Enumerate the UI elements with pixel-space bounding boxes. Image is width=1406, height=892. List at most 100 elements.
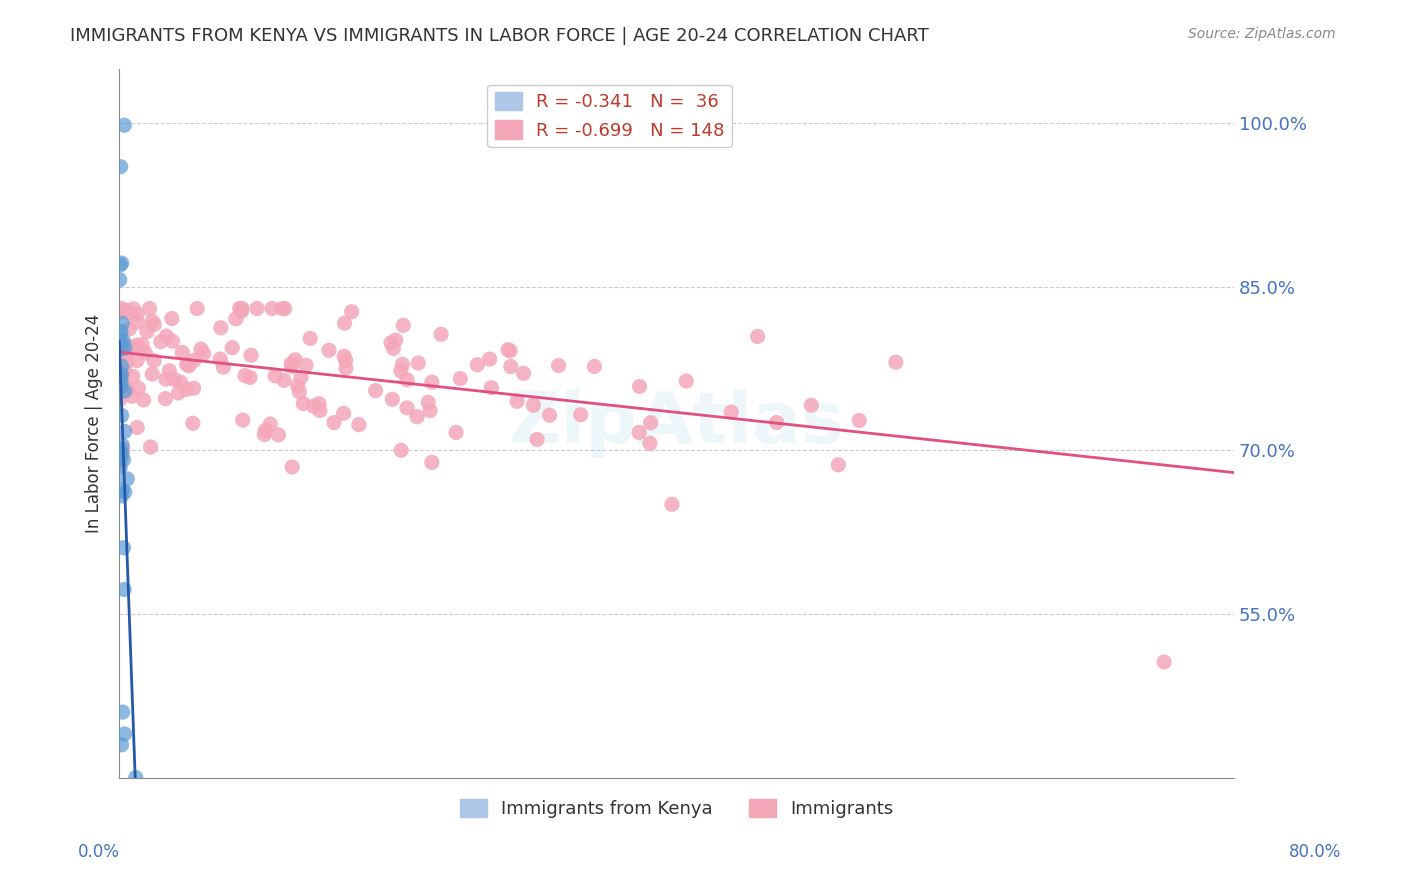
Point	[212, 360, 235, 375]
Point	[347, 417, 370, 432]
Point	[110, 375, 132, 389]
Point	[112, 118, 135, 132]
Point	[139, 440, 162, 454]
Point	[720, 405, 742, 419]
Point	[108, 334, 131, 349]
Point	[228, 301, 250, 316]
Point	[800, 398, 823, 412]
Point	[183, 353, 205, 368]
Point	[110, 258, 132, 272]
Point	[1153, 655, 1175, 669]
Point	[292, 396, 315, 410]
Point	[111, 442, 134, 456]
Point	[444, 425, 467, 440]
Point	[747, 329, 769, 343]
Point	[280, 359, 302, 374]
Point	[240, 348, 263, 362]
Point	[127, 315, 149, 329]
Point	[177, 359, 200, 373]
Point	[267, 427, 290, 442]
Point	[111, 359, 134, 373]
Point	[478, 352, 501, 367]
Point	[155, 329, 177, 343]
Point	[125, 771, 148, 785]
Point	[190, 342, 212, 356]
Point	[281, 460, 304, 475]
Point	[391, 358, 413, 372]
Point	[118, 322, 141, 336]
Point	[225, 311, 247, 326]
Point	[181, 417, 204, 431]
Point	[167, 386, 190, 401]
Point	[114, 365, 136, 379]
Point	[186, 301, 208, 316]
Point	[538, 409, 561, 423]
Point	[115, 355, 138, 369]
Point	[333, 349, 356, 363]
Text: Source: ZipAtlas.com: Source: ZipAtlas.com	[1188, 27, 1336, 41]
Point	[302, 399, 325, 413]
Point	[264, 368, 287, 383]
Point	[232, 413, 254, 427]
Point	[110, 329, 132, 343]
Text: 80.0%: 80.0%	[1288, 843, 1341, 861]
Point	[176, 358, 198, 372]
Point	[479, 381, 502, 395]
Point	[406, 356, 429, 370]
Point	[420, 455, 443, 469]
Point	[132, 392, 155, 407]
Point	[111, 409, 134, 423]
Point	[183, 381, 205, 395]
Point	[125, 353, 148, 368]
Point	[136, 325, 159, 339]
Point	[170, 375, 193, 389]
Point	[114, 302, 136, 317]
Point	[284, 352, 307, 367]
Point	[111, 438, 134, 452]
Point	[512, 366, 534, 380]
Point	[382, 342, 405, 356]
Point	[114, 485, 136, 500]
Point	[221, 341, 243, 355]
Point	[496, 343, 519, 357]
Point	[115, 346, 138, 360]
Point	[110, 342, 132, 356]
Point	[364, 384, 387, 398]
Point	[392, 318, 415, 333]
Point	[110, 738, 132, 752]
Text: 0.0%: 0.0%	[77, 843, 120, 861]
Point	[127, 307, 149, 321]
Point	[406, 409, 429, 424]
Point	[419, 403, 441, 417]
Point	[827, 458, 849, 472]
Point	[465, 358, 488, 372]
Point	[547, 359, 569, 373]
Point	[290, 370, 312, 384]
Point	[308, 397, 330, 411]
Point	[884, 355, 907, 369]
Point	[295, 359, 318, 373]
Point	[121, 369, 143, 384]
Point	[115, 472, 138, 486]
Point	[125, 340, 148, 354]
Point	[112, 582, 135, 597]
Point	[110, 301, 132, 316]
Point	[333, 316, 356, 330]
Point	[138, 301, 160, 316]
Point	[172, 345, 194, 359]
Point	[628, 425, 651, 440]
Point	[118, 306, 141, 320]
Point	[271, 301, 294, 316]
Point	[131, 338, 153, 352]
Point	[108, 369, 131, 384]
Point	[155, 392, 177, 406]
Point	[108, 273, 131, 287]
Point	[583, 359, 606, 374]
Point	[381, 392, 404, 407]
Point	[112, 334, 135, 348]
Point	[253, 427, 276, 442]
Point	[111, 446, 134, 460]
Point	[209, 320, 232, 334]
Point	[193, 346, 215, 360]
Point	[335, 361, 357, 376]
